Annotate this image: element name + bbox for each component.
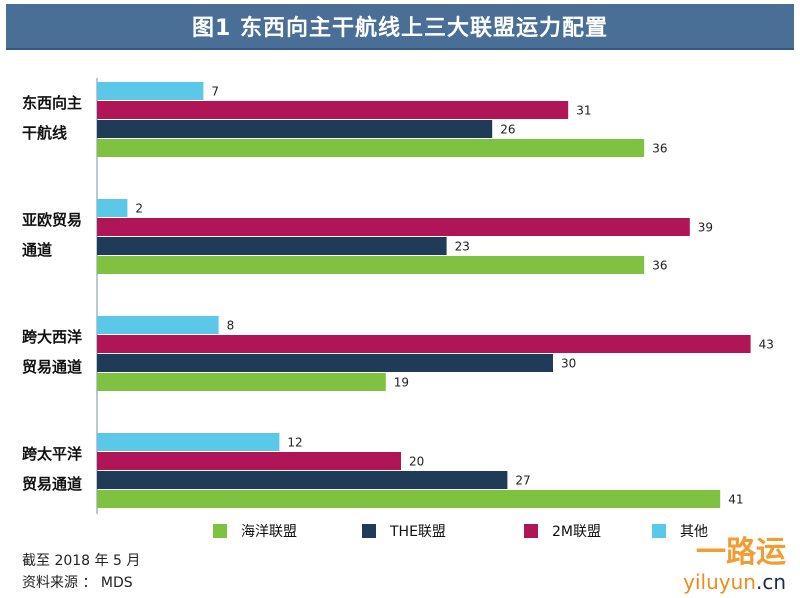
- data-label-2-2: 30: [561, 357, 576, 371]
- bar-1-2: [97, 237, 447, 255]
- data-label-3-3: 41: [728, 493, 743, 507]
- bar-0-1: [97, 101, 569, 119]
- category-label-3-0: 跨太平洋: [22, 445, 82, 463]
- bar-3-3: [97, 490, 721, 508]
- data-label-2-1: 43: [759, 338, 774, 352]
- data-label-1-0: 2: [135, 202, 143, 216]
- bar-0-3: [97, 139, 645, 157]
- bar-1-0: [97, 199, 128, 217]
- data-label-2-3: 19: [394, 376, 409, 390]
- bar-0-2: [97, 120, 493, 138]
- category-label-2-0: 跨大西洋: [22, 328, 82, 346]
- data-label-3-2: 27: [515, 474, 530, 488]
- bar-1-3: [97, 256, 645, 274]
- category-label-1-0: 亚欧贸易: [22, 211, 82, 229]
- bar-3-1: [97, 452, 401, 470]
- bar-3-2: [97, 471, 508, 489]
- bar-3-0: [97, 433, 280, 451]
- legend-swatch-3: [652, 524, 666, 538]
- category-label-3-1: 贸易通道: [22, 475, 82, 493]
- bar-2-2: [97, 354, 553, 372]
- category-label-2-1: 贸易通道: [22, 358, 82, 376]
- watermark-url-main: yiluyun: [683, 570, 756, 594]
- bar-2-0: [97, 316, 219, 334]
- category-label-0-1: 干航线: [22, 124, 67, 142]
- data-label-1-3: 36: [652, 259, 667, 273]
- category-label-0-0: 东西向主: [22, 94, 82, 112]
- watermark-brand: 一路运: [696, 535, 786, 570]
- data-label-3-1: 20: [409, 455, 424, 469]
- watermark-url: yiluyun.cn: [683, 572, 786, 592]
- legend-swatch-0: [213, 524, 227, 538]
- legend-label-1: THE联盟: [389, 524, 446, 540]
- data-label-0-0: 7: [211, 85, 219, 99]
- date-note: 截至 2018 年 5 月: [22, 553, 141, 569]
- chart-title: 图1 东西向主干航线上三大联盟运力配置: [6, 4, 794, 50]
- bar-2-3: [97, 373, 386, 391]
- watermark-url-tld: .cn: [755, 570, 786, 594]
- bar-0-0: [97, 82, 204, 100]
- legend-label-2: 2M联盟: [552, 524, 601, 540]
- data-label-0-1: 31: [576, 104, 591, 118]
- data-label-1-2: 23: [455, 240, 470, 254]
- bar-1-1: [97, 218, 690, 236]
- data-label-3-0: 12: [287, 436, 302, 450]
- data-label-2-0: 8: [227, 319, 235, 333]
- legend-swatch-1: [362, 524, 376, 538]
- legend-label-0: 海洋联盟: [241, 524, 297, 540]
- bar-2-1: [97, 335, 751, 353]
- source-note: 资料来源 ： MDS: [22, 575, 133, 591]
- data-label-0-2: 26: [500, 123, 515, 137]
- data-label-1-1: 39: [698, 221, 713, 235]
- category-label-1-1: 通道: [22, 241, 52, 259]
- data-label-0-3: 36: [652, 142, 667, 156]
- legend-label-3: 其他: [680, 524, 708, 540]
- legend-swatch-2: [524, 524, 538, 538]
- watermark: 一路运 yiluyun.cn: [683, 535, 786, 593]
